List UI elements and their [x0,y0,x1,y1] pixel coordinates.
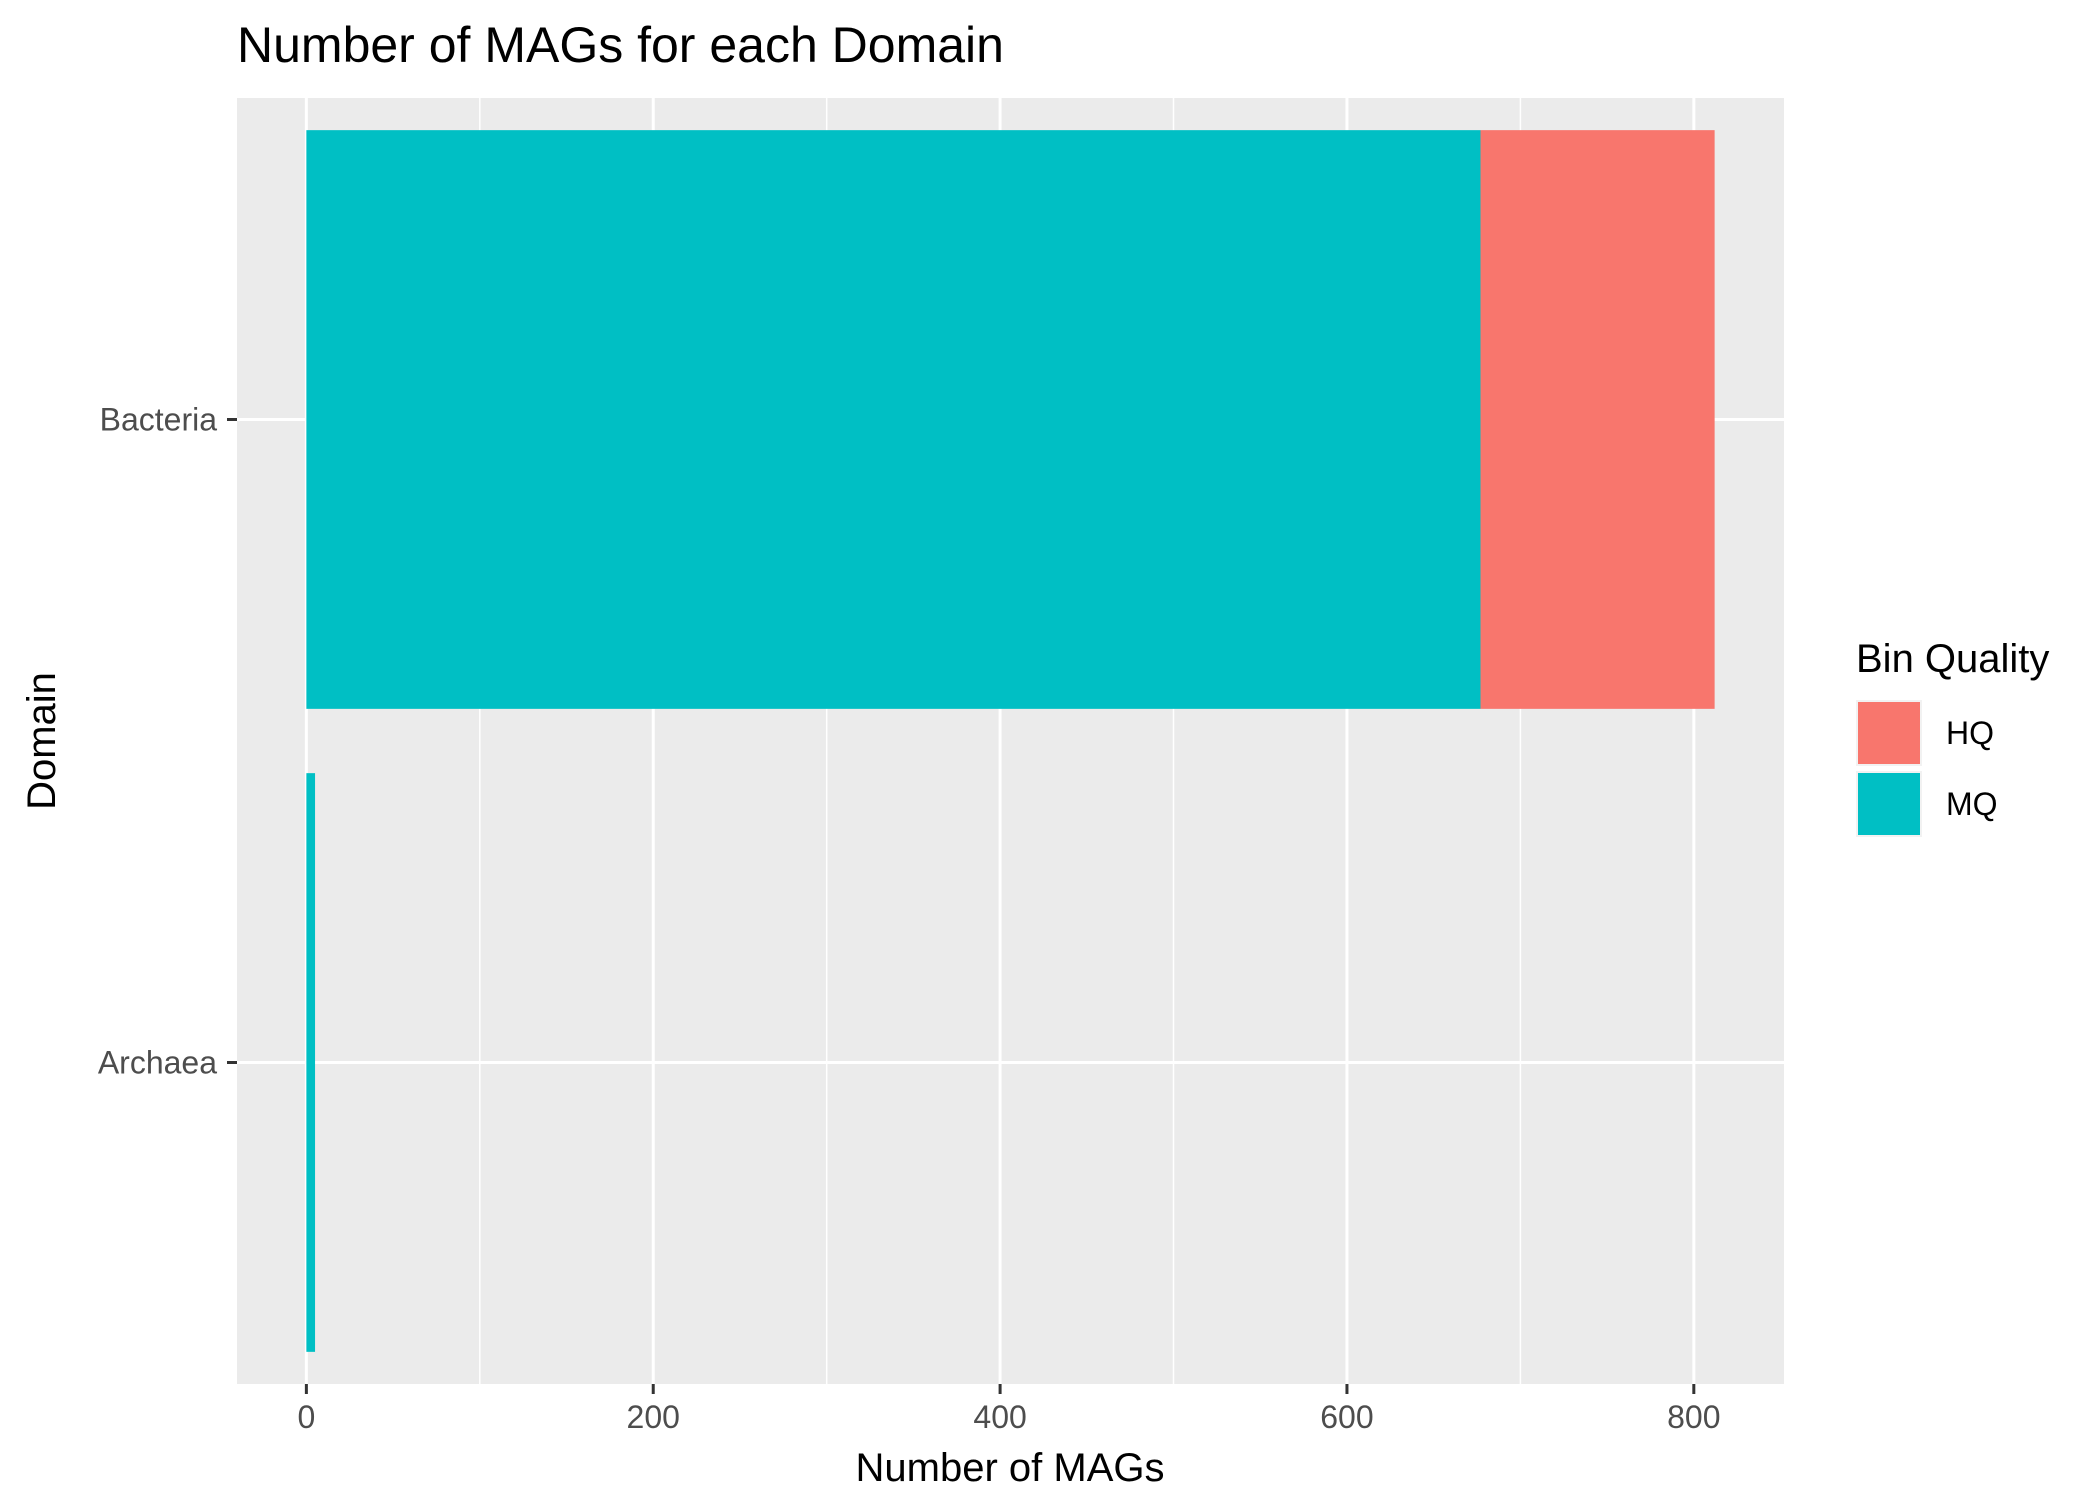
y-axis-title: Domain [20,672,64,810]
legend-label-mq: MQ [1946,786,1998,822]
legend-label-hq: HQ [1946,715,1994,751]
x-tick-label: 0 [297,1399,315,1435]
legend: Bin Quality HQ MQ [1856,637,2049,837]
legend-items: HQ MQ [1856,700,1998,837]
y-tick-label: Archaea [98,1045,217,1081]
legend-key-mq [1858,773,1920,835]
legend-title: Bin Quality [1856,637,2049,681]
x-tick-label: 400 [973,1399,1026,1435]
x-axis-title: Number of MAGs [856,1446,1165,1490]
bar-bacteria-hq [1480,130,1715,709]
bars [306,130,1715,1352]
bar-archaea-mq [306,773,316,1352]
legend-key-hq [1858,702,1920,764]
x-tick-label: 800 [1667,1399,1720,1435]
bar-bacteria-mq [306,130,1481,709]
x-tick-label: 200 [627,1399,680,1435]
y-tick-label: Bacteria [100,402,218,438]
chart-title: Number of MAGs for each Domain [237,17,1004,73]
x-tick-label: 600 [1320,1399,1373,1435]
x-axis: 0 200 400 600 800 [297,1384,1721,1435]
y-axis: Archaea Bacteria [98,402,237,1081]
